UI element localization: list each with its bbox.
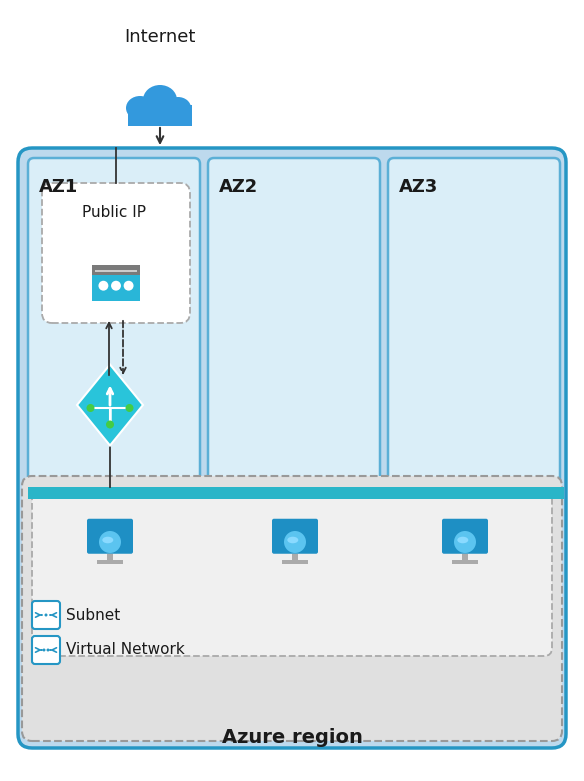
Ellipse shape — [156, 104, 180, 124]
FancyBboxPatch shape — [32, 636, 60, 664]
Circle shape — [86, 404, 95, 412]
Circle shape — [126, 404, 134, 412]
Ellipse shape — [457, 537, 468, 544]
Polygon shape — [77, 365, 143, 445]
Ellipse shape — [126, 96, 154, 120]
Ellipse shape — [165, 97, 191, 119]
FancyBboxPatch shape — [32, 601, 60, 629]
FancyBboxPatch shape — [22, 476, 562, 741]
Text: Subnet: Subnet — [66, 608, 120, 622]
Circle shape — [99, 280, 109, 291]
Text: Azure region: Azure region — [221, 728, 363, 747]
Bar — [452, 560, 478, 564]
FancyBboxPatch shape — [32, 488, 552, 656]
Circle shape — [99, 531, 121, 553]
Bar — [128, 105, 192, 126]
Circle shape — [43, 648, 46, 651]
Bar — [28, 487, 564, 499]
Text: AZ3: AZ3 — [399, 178, 438, 196]
Circle shape — [106, 420, 114, 429]
FancyBboxPatch shape — [42, 183, 190, 323]
Bar — [292, 554, 298, 561]
Bar — [462, 554, 468, 561]
Ellipse shape — [287, 537, 298, 544]
Bar — [282, 560, 308, 564]
FancyBboxPatch shape — [18, 148, 566, 748]
Circle shape — [124, 280, 134, 291]
Circle shape — [47, 648, 50, 651]
Text: AZ1: AZ1 — [39, 178, 78, 196]
Circle shape — [44, 614, 47, 616]
Bar — [92, 265, 140, 275]
Ellipse shape — [139, 106, 165, 126]
Ellipse shape — [143, 85, 177, 115]
Text: Internet: Internet — [124, 28, 196, 46]
Text: Virtual Network: Virtual Network — [66, 643, 185, 658]
Bar — [107, 554, 113, 561]
Bar — [95, 269, 137, 273]
Circle shape — [111, 280, 121, 291]
Circle shape — [454, 531, 476, 553]
Text: AZ2: AZ2 — [219, 178, 258, 196]
FancyBboxPatch shape — [87, 519, 133, 554]
FancyBboxPatch shape — [272, 519, 318, 554]
FancyBboxPatch shape — [388, 158, 560, 728]
FancyBboxPatch shape — [208, 158, 380, 728]
FancyBboxPatch shape — [442, 519, 488, 554]
Ellipse shape — [102, 537, 113, 544]
Bar — [92, 275, 140, 301]
Circle shape — [284, 531, 306, 553]
Text: Public IP: Public IP — [82, 205, 146, 220]
Bar — [97, 560, 123, 564]
FancyBboxPatch shape — [28, 158, 200, 728]
